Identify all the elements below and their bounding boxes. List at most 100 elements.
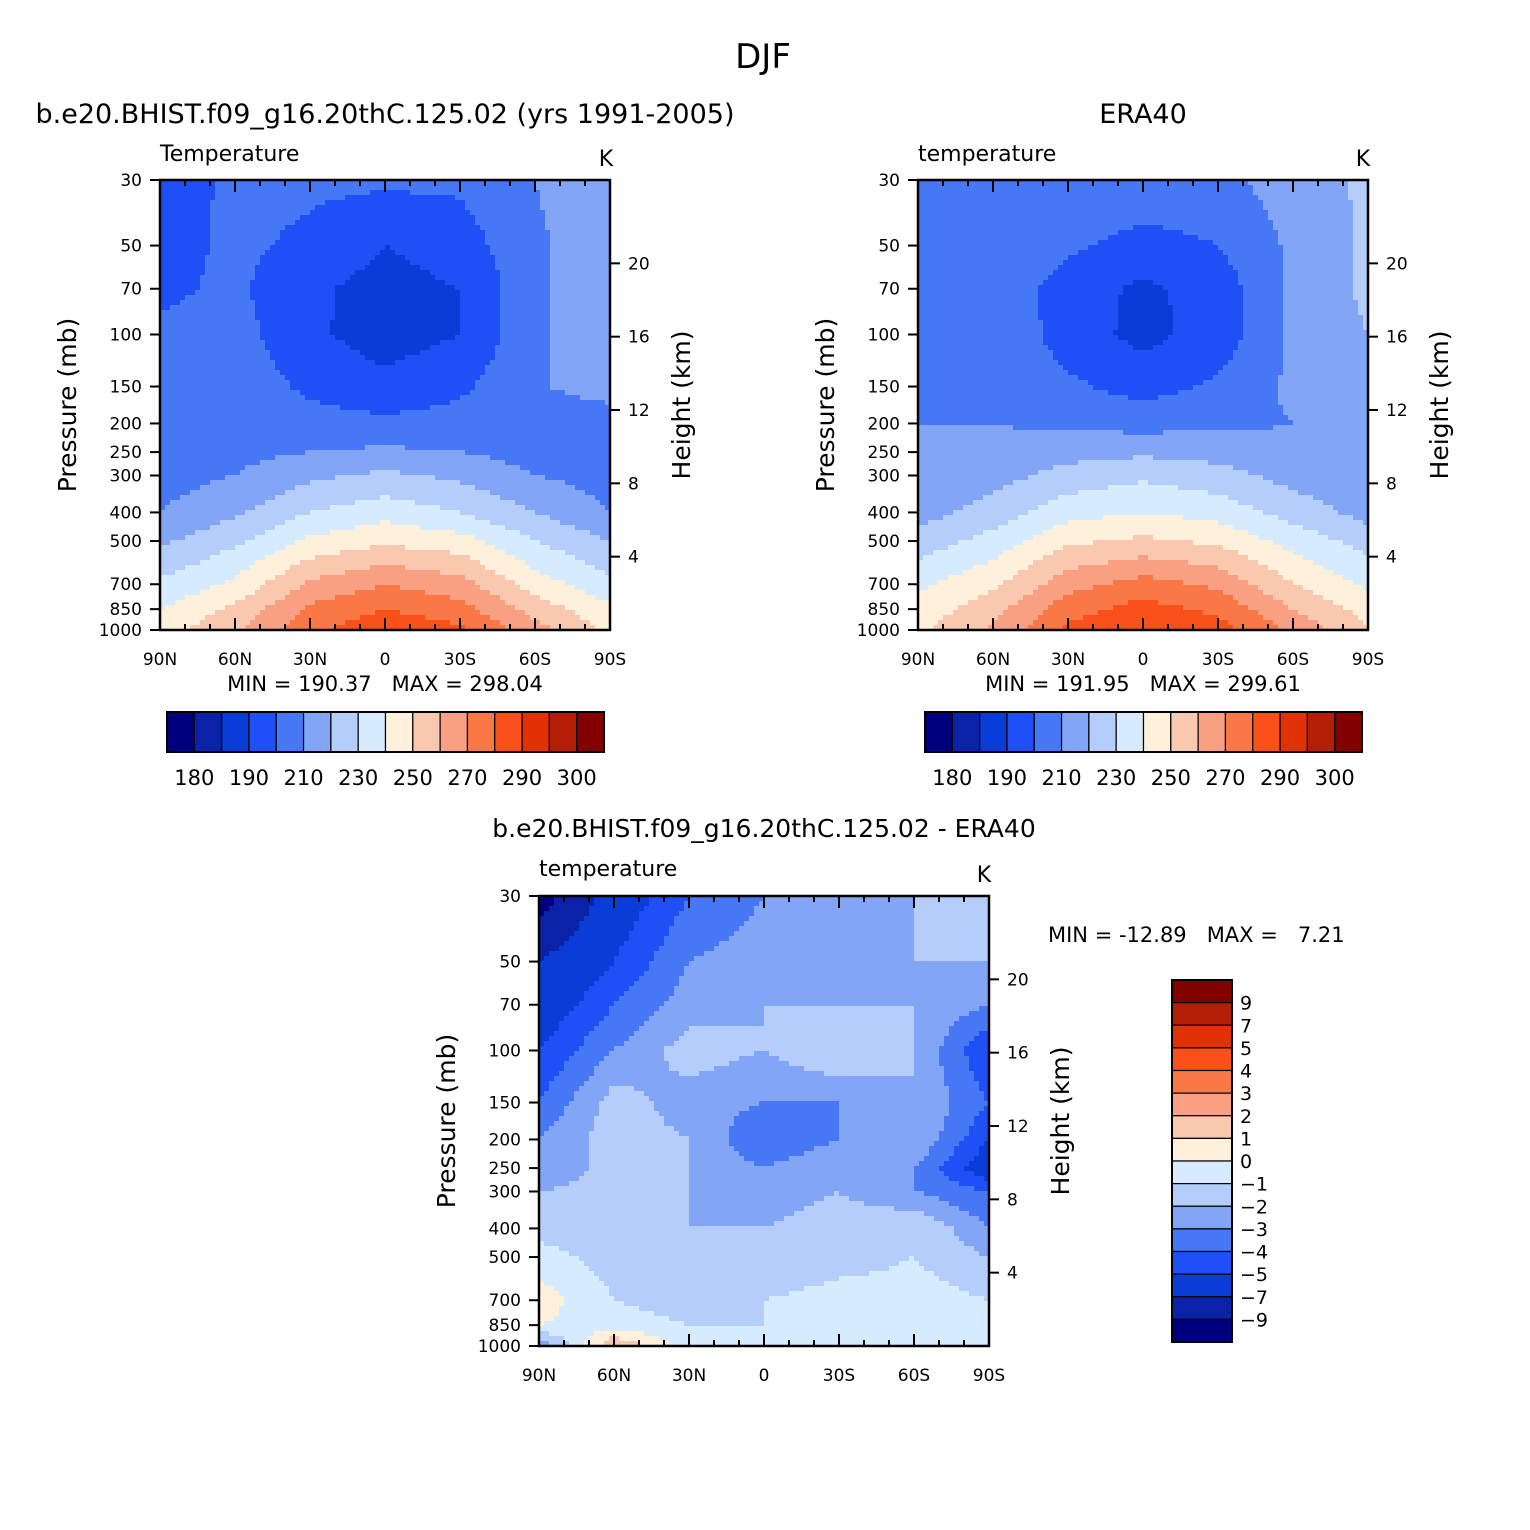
- model-cell: [215, 215, 221, 221]
- model-cell: [605, 410, 610, 416]
- model-cell: [210, 190, 216, 196]
- model-cell: [590, 325, 596, 331]
- model-cell: [390, 410, 396, 416]
- model-cell: [475, 215, 481, 221]
- model-cell: [255, 245, 261, 251]
- model-cell: [520, 450, 526, 456]
- model-cell: [235, 230, 241, 236]
- model-cell: [605, 235, 610, 241]
- model-cell: [405, 240, 411, 246]
- model-cell: [360, 430, 366, 436]
- model-cell: [185, 435, 191, 441]
- model-cell: [275, 450, 281, 456]
- model-cell: [275, 455, 281, 461]
- model-cell: [335, 305, 341, 311]
- model-cell: [530, 450, 536, 456]
- model-cell: [360, 330, 366, 336]
- model-cell: [180, 380, 186, 386]
- model-cell: [395, 325, 401, 331]
- model-cell: [530, 390, 536, 396]
- model-cell: [480, 300, 486, 306]
- model-cell: [525, 210, 531, 216]
- model-cell: [580, 285, 586, 291]
- model-cell: [230, 325, 236, 331]
- model-cell: [425, 260, 431, 266]
- model-cell: [395, 380, 401, 386]
- model-cell: [575, 380, 581, 386]
- model-cell: [300, 260, 306, 266]
- model-cell: [230, 355, 236, 361]
- model-cell: [445, 235, 451, 241]
- model-cell: [245, 390, 251, 396]
- model-cell: [265, 310, 271, 316]
- model-cell: [425, 385, 431, 391]
- model-cell: [470, 210, 476, 216]
- model-cell: [280, 450, 286, 456]
- model-cell: [565, 420, 571, 426]
- model-cell: [255, 290, 261, 296]
- model-cell: [270, 255, 276, 261]
- model-cell: [250, 385, 256, 391]
- model-cell: [245, 450, 251, 456]
- model-cell: [575, 185, 581, 191]
- model-cell: [585, 285, 591, 291]
- model-cell: [245, 320, 251, 326]
- model-cell: [330, 275, 336, 281]
- model-cell: [560, 295, 566, 301]
- model-cell: [400, 440, 406, 446]
- model-cell: [440, 415, 446, 421]
- model-cell: [560, 220, 566, 226]
- model-cell: [450, 335, 456, 341]
- model-cell: [485, 210, 491, 216]
- model-cell: [415, 205, 421, 211]
- model-cell: [385, 180, 391, 186]
- model-cell: [485, 280, 491, 286]
- model-cell: [165, 445, 171, 451]
- model-cell: [270, 295, 276, 301]
- model-cell: [245, 315, 251, 321]
- model-cell: [175, 195, 181, 201]
- model-cell: [315, 360, 321, 366]
- model-cell: [265, 205, 271, 211]
- model-cell: [500, 210, 506, 216]
- model-cell: [200, 305, 206, 311]
- model-cell: [555, 365, 561, 371]
- model-cell: [435, 240, 441, 246]
- model-cell: [460, 425, 466, 431]
- model-cell: [250, 350, 256, 356]
- model-cell: [420, 370, 426, 376]
- model-cell: [290, 195, 296, 201]
- model-cell: [520, 340, 526, 346]
- model-cell: [410, 345, 416, 351]
- model-cell: [600, 225, 606, 231]
- model-cell: [200, 280, 206, 286]
- model-cell: [500, 245, 506, 251]
- model-cell: [260, 260, 266, 266]
- model-cell: [605, 445, 610, 451]
- model-cell: [275, 380, 281, 386]
- model-cell: [280, 415, 286, 421]
- model-cell: [495, 260, 501, 266]
- model-cell: [310, 300, 316, 306]
- model-cell: [300, 355, 306, 361]
- model-cell: [420, 220, 426, 226]
- model-cell: [590, 430, 596, 436]
- model-cell: [255, 315, 261, 321]
- model-cell: [350, 420, 356, 426]
- model-cell: [585, 380, 591, 386]
- model-cell: [605, 280, 610, 286]
- model-cell: [285, 285, 291, 291]
- model-cell: [365, 200, 371, 206]
- model-cell: [470, 220, 476, 226]
- model-cell: [325, 360, 331, 366]
- model-cell: [480, 310, 486, 316]
- model-cell: [355, 355, 361, 361]
- model-cell: [360, 350, 366, 356]
- model-cell: [425, 445, 431, 451]
- model-cell: [550, 390, 556, 396]
- model-cell: [345, 280, 351, 286]
- model-cell: [435, 315, 441, 321]
- model-cell: [380, 350, 386, 356]
- model-cell: [410, 255, 416, 261]
- model-cell: [500, 440, 506, 446]
